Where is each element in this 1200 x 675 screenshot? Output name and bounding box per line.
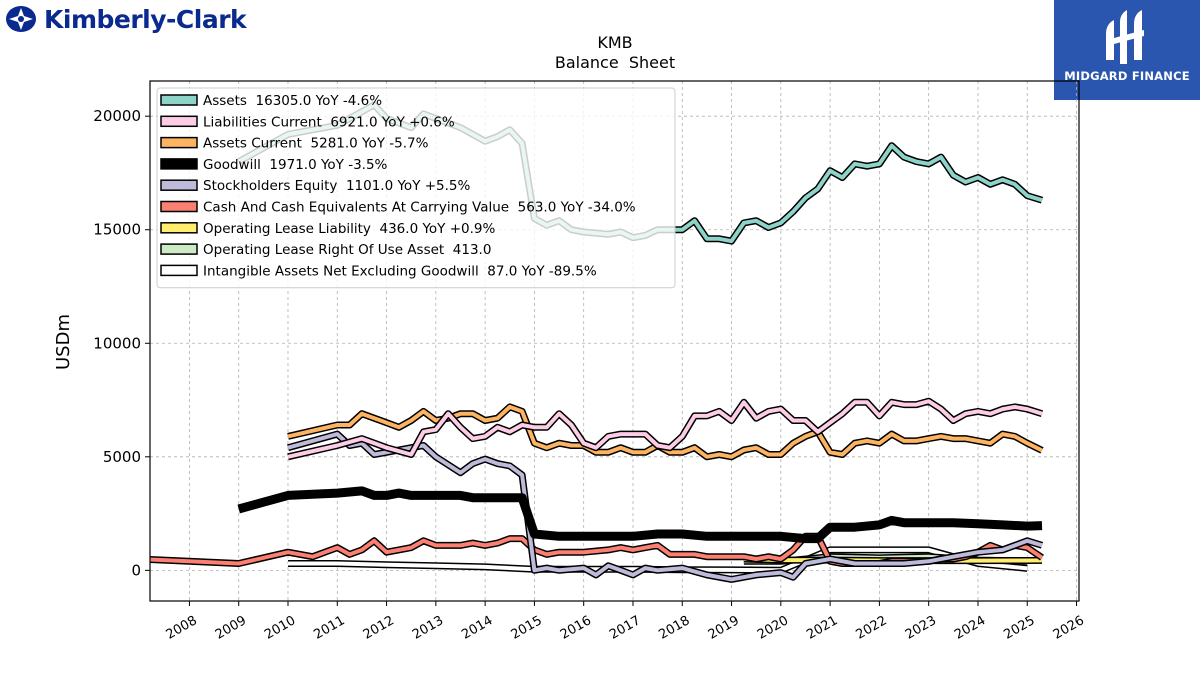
legend-swatch: [160, 243, 198, 255]
legend-entry-label: Operating Lease Right Of Use Asset 413.0: [203, 242, 491, 258]
legend-entry-label: Cash And Cash Equivalents At Carrying Va…: [203, 200, 636, 216]
x-tick-label: 2008: [164, 613, 200, 643]
kimberly-clark-logo-text: Kimberly-Clark: [44, 4, 247, 34]
legend-swatch: [160, 136, 198, 149]
y-tick-label: 0: [131, 561, 141, 579]
x-tick-label: 2016: [558, 613, 594, 643]
x-tick-label: 2013: [410, 613, 446, 643]
x-tick-label: 2018: [656, 613, 692, 643]
chart-title: KMB: [597, 33, 632, 52]
y-tick-label: 5000: [103, 448, 141, 466]
legend-entry-label: Liabilities Current 6921.0 YoY +0.6%: [203, 114, 455, 130]
x-tick-label: 2012: [361, 613, 397, 643]
x-tick-label: 2020: [755, 613, 791, 643]
legend-entry-label: Stockholders Equity 1101.0 YoY +5.5%: [203, 178, 471, 194]
y-tick-label: 10000: [93, 334, 141, 352]
x-tick-label: 2021: [804, 613, 840, 643]
legend-swatch: [160, 200, 198, 213]
legend-swatch: [160, 179, 198, 191]
midgard-finance-watermark: MIDGARD FINANCE: [1054, 0, 1200, 100]
legend-entry-label: Assets Current 5281.0 YoY -5.7%: [203, 136, 429, 152]
series-goodwill: [237, 486, 1043, 544]
x-tick-label: 2023: [903, 613, 939, 643]
legend-entry-label: Operating Lease Liability 436.0 YoY +0.9…: [203, 221, 495, 237]
x-tick-label: 2010: [262, 613, 298, 643]
series-lines: [150, 101, 1044, 583]
x-tick-label: 2019: [706, 613, 742, 643]
x-tick-label: 2022: [854, 613, 890, 643]
x-tick-label: 2017: [607, 613, 643, 643]
x-tick-label: 2009: [213, 613, 249, 643]
kimberly-clark-emblem-icon: [6, 6, 36, 32]
x-tick-label: 2014: [459, 613, 495, 643]
y-tick-label: 15000: [93, 221, 141, 239]
midgard-finance-text: MIDGARD FINANCE: [1064, 69, 1190, 83]
plot-frame: [149, 80, 1080, 602]
x-tick-label: 2015: [509, 613, 545, 643]
chart-legend: Assets 16305.0 YoY -4.6% Liabilities Curr…: [156, 87, 676, 289]
chart-subtitle: Balance Sheet: [555, 53, 675, 72]
series-line: [237, 486, 1043, 544]
midgard-finance-emblem-icon: [1106, 10, 1144, 64]
series-line: [287, 432, 1043, 582]
x-tick-label: 2024: [952, 613, 988, 643]
x-tick-label: 2026: [1051, 613, 1087, 643]
series-stockholders-equity: [287, 430, 1044, 583]
series-line: [287, 399, 1043, 459]
legend-swatch: [160, 115, 198, 128]
x-tick-label: 2011: [311, 613, 347, 643]
y-tick-label: 20000: [93, 107, 141, 125]
series-liabilities-current: [287, 397, 1044, 461]
legend-swatch: [160, 264, 198, 277]
legend-swatch: [160, 158, 198, 170]
legend-entry-label: Assets 16305.0 YoY -4.6%: [203, 93, 382, 109]
legend-entry-label: Goodwill 1971.0 YoY -3.5%: [203, 157, 388, 173]
legend-swatch: [160, 94, 198, 106]
x-tick-label: 2025: [1001, 613, 1037, 643]
kimberly-clark-logo: Kimberly-Clark: [4, 2, 247, 36]
legend-box: [156, 87, 676, 289]
y-axis-label: USDm: [53, 314, 74, 370]
legend-swatch: [160, 222, 198, 234]
legend-entry-label: Intangible Assets Net Excluding Goodwill…: [203, 263, 597, 279]
